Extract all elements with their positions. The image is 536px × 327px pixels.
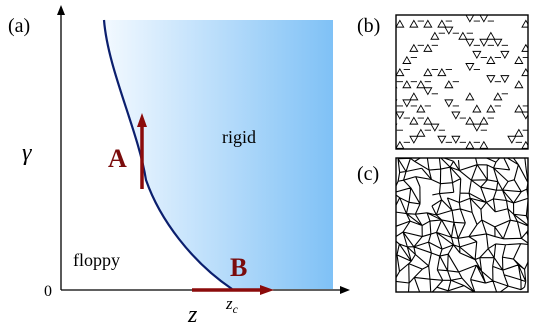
phase-boundary-curve	[102, 19, 233, 290]
rigid-region-label: rigid	[222, 127, 256, 147]
floppy-region-label: floppy	[73, 250, 120, 270]
y-axis-arrowhead	[57, 5, 65, 15]
panel-b-frame	[395, 14, 529, 150]
kagome-network	[396, 15, 528, 149]
marker-a-label: A	[108, 144, 127, 173]
y-axis-label: γ	[22, 140, 32, 166]
kagome-network-bonds	[396, 15, 528, 149]
random-network	[396, 158, 528, 292]
rigid-region	[104, 20, 333, 289]
x-axis-label: z	[187, 302, 198, 327]
panel-a-label: (a)	[8, 15, 30, 37]
random-network-bonds	[396, 158, 528, 292]
panel-c-label: (c)	[357, 163, 379, 185]
critical-z-label: zc	[225, 294, 239, 316]
marker-b: B	[192, 253, 274, 295]
marker-b-label: B	[230, 253, 247, 282]
panel-c: (c)	[357, 157, 529, 293]
marker-b-arrowhead	[260, 285, 274, 295]
x-axis-arrowhead	[340, 286, 350, 294]
origin-label: 0	[44, 283, 52, 300]
panel-b: (b)	[357, 14, 529, 150]
panel-b-label: (b)	[357, 15, 380, 37]
panel-a: (a) γ z 0 rigid floppy A B zc	[8, 5, 350, 327]
marker-a-arrowhead	[137, 113, 147, 127]
marker-a: A	[108, 113, 147, 189]
